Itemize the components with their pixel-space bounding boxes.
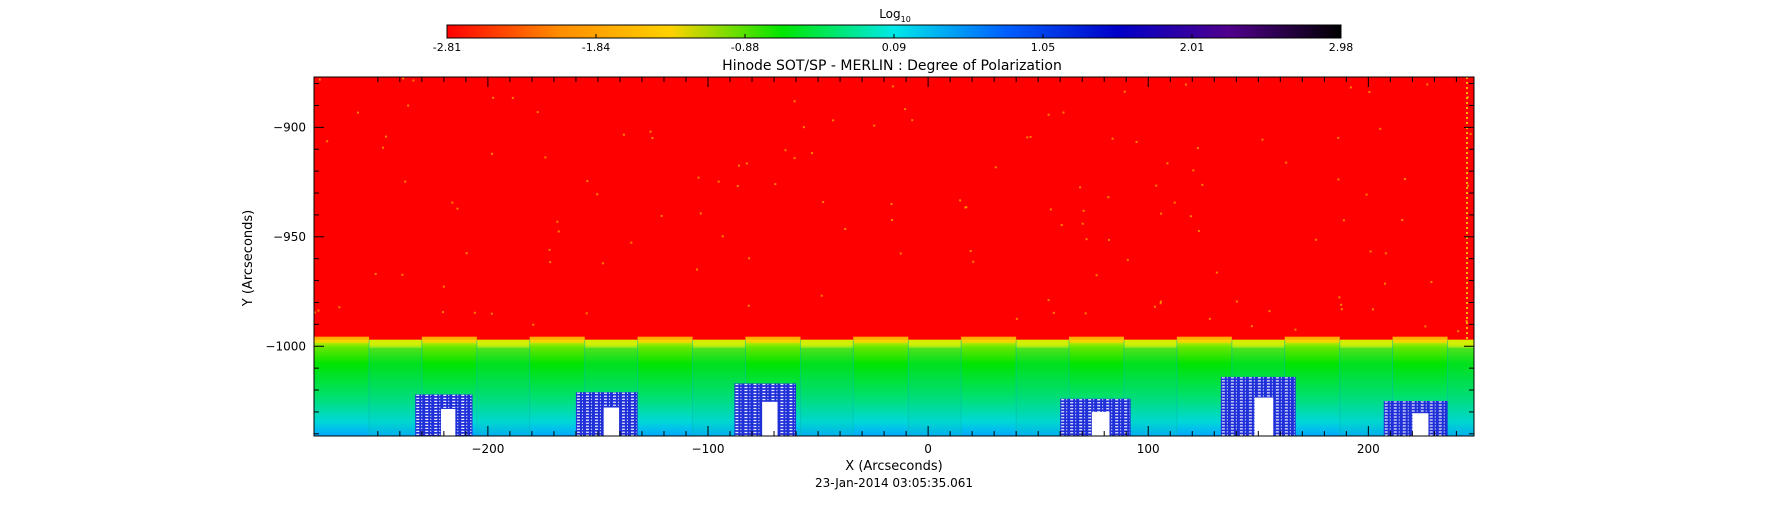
limb-step (961, 336, 1017, 343)
x-axis: −200 −100 0 100 200 (377, 77, 1457, 456)
colorbar-tick-label: 1.05 (1031, 41, 1056, 54)
scan-band (908, 345, 962, 436)
x-tick-label: −100 (692, 442, 725, 456)
limb-step (745, 336, 801, 343)
limb-step (692, 341, 746, 348)
colorbar-tick-label: -2.81 (433, 41, 461, 54)
saturated-patch (1383, 400, 1448, 436)
scan-band (1124, 345, 1177, 436)
x-tick-label: 0 (924, 442, 932, 456)
y-tick-label: −900 (273, 120, 306, 134)
limb-step (637, 336, 693, 343)
colorbar-tick-label: 0.09 (882, 41, 907, 54)
scan-band (476, 345, 530, 436)
limb-step (1339, 341, 1393, 348)
limb-step (1124, 341, 1177, 348)
x-axis-label: X (Arcseconds) (845, 459, 942, 474)
limb-step (1447, 341, 1474, 348)
limb-step (908, 341, 962, 348)
limb-step (1176, 336, 1232, 343)
limb-step (1016, 341, 1069, 348)
limb-step (529, 336, 585, 343)
limb-step (1068, 336, 1125, 343)
limb-step (369, 341, 422, 348)
y-axis: −900 −950 −1000 (265, 83, 1474, 435)
x-tick-label: 200 (1357, 442, 1380, 456)
saturated-patch (1220, 376, 1296, 436)
chart-title: Hinode SOT/SP - MERLIN : Degree of Polar… (722, 58, 1062, 74)
colorbar-ticks: -2.81 -1.84 -0.88 0.09 1.05 2.01 2.98 (433, 34, 1353, 54)
colorbar-tick-label: -1.84 (582, 41, 610, 54)
limb-step (800, 341, 854, 348)
plot-frame (313, 76, 1475, 437)
x-tick-label: −200 (471, 442, 504, 456)
limb-step (476, 341, 530, 348)
colorbar-tick-label: -0.88 (731, 41, 759, 54)
heatmap-image (314, 77, 1474, 436)
colorbar-tick-label: 2.01 (1180, 41, 1205, 54)
y-tick-label: −1000 (265, 339, 306, 353)
colorbar-label: Log10 (879, 7, 911, 24)
limb-step (314, 336, 370, 343)
limb-step (853, 336, 909, 343)
scan-band (800, 345, 854, 436)
scan-band (1447, 345, 1474, 436)
y-axis-label: Y (Arcseconds) (241, 210, 256, 307)
timestamp: 23-Jan-2014 03:05:35.061 (815, 476, 973, 490)
x-tick-label: 100 (1137, 442, 1160, 456)
limb-step (584, 341, 638, 348)
scan-band (369, 345, 422, 436)
saturated-patch (415, 394, 473, 436)
limb-step (421, 336, 477, 343)
saturated-patch (1060, 398, 1131, 436)
colorbar-tick-label: 2.98 (1329, 41, 1354, 54)
limb-step (1231, 341, 1285, 348)
limb-step (1284, 336, 1340, 343)
saturated-patch (575, 392, 638, 436)
y-tick-label: −950 (273, 230, 306, 244)
limb-step (1392, 336, 1448, 343)
saturated-patch (734, 383, 797, 436)
